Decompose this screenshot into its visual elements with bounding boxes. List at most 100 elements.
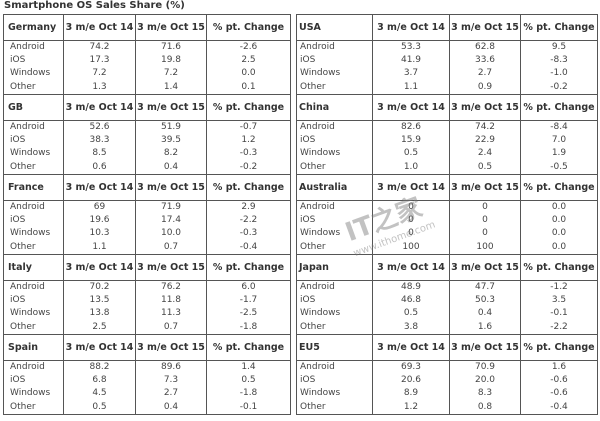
table-row: Other 1.1 0.9 -0.2 <box>297 80 597 94</box>
value-cell: 3.8 <box>373 320 450 334</box>
table-row: Other 1.1 0.7 -0.4 <box>4 240 290 254</box>
table-row: Windows 4.5 2.7 -1.8 <box>4 387 290 401</box>
table-row: Other 2.5 0.7 -1.8 <box>4 320 290 334</box>
value-cell: 0 <box>373 227 450 241</box>
region-block: Germany 3 m/e Oct 14 3 m/e Oct 15 % pt. Cha… <box>4 15 290 95</box>
os-name: Android <box>297 281 373 295</box>
value-cell: 0.5 <box>450 160 521 174</box>
region-name: GB <box>4 95 64 120</box>
column-header: 3 m/e Oct 15 <box>136 255 207 280</box>
region-name: France <box>4 175 64 200</box>
region-name: Japan <box>297 255 373 280</box>
value-cell: 74.2 <box>64 41 136 55</box>
header-row: Japan 3 m/e Oct 14 3 m/e Oct 15% pt. Chang… <box>297 255 597 281</box>
os-name: iOS <box>4 374 64 388</box>
os-name: Android <box>4 41 64 55</box>
value-cell: 47.7 <box>450 281 521 295</box>
value-cell: 0.0 <box>551 228 567 239</box>
value-cell: 7.0 <box>551 135 567 146</box>
column-header: % pt. Change <box>523 22 595 33</box>
os-name: Android <box>4 201 64 215</box>
column-header: 3 m/e Oct 15 <box>450 255 521 280</box>
table-row: Other 1.0 0.5 -0.5 <box>297 160 597 174</box>
header-row: France 3 m/e Oct 14 3 m/e Oct 15 % pt. Chan… <box>4 175 290 201</box>
os-name: Android <box>297 121 373 135</box>
value-cell: 69 <box>64 201 136 215</box>
value-cell: 74.2 <box>450 121 521 135</box>
value-cell: 6.0 <box>241 282 256 292</box>
table-row: Android 69.3 70.9 1.6 <box>297 361 597 375</box>
column-header: 3 m/e Oct 15 <box>450 95 521 120</box>
table-row: iOS 15.9 22.9 7.0 <box>297 134 597 148</box>
column-header: 3 m/e Oct 15 <box>450 175 521 200</box>
value-cell: 0 <box>373 201 450 215</box>
value-cell: -8.3 <box>550 55 568 66</box>
value-cell: 0.0 <box>551 241 567 252</box>
column-header: % pt. Change <box>523 342 595 353</box>
value-cell: 1.6 <box>450 320 521 334</box>
header-row: Italy 3 m/e Oct 14 3 m/e Oct 15 % pt. Chang… <box>4 255 290 281</box>
column-header: 3 m/e Oct 14 <box>373 15 450 40</box>
os-name: iOS <box>4 214 64 228</box>
value-cell: 8.3 <box>450 387 521 401</box>
value-cell: 53.3 <box>373 41 450 55</box>
value-cell: -2.2 <box>550 321 568 332</box>
table-row: Other 1.2 0.8 -0.4 <box>297 400 597 414</box>
os-name: Windows <box>297 227 373 241</box>
header-row: EU5 3 m/e Oct 14 3 m/e Oct 15% pt. Change <box>297 335 597 361</box>
column-header: 3 m/e Oct 14 <box>373 255 450 280</box>
os-name: iOS <box>4 134 64 148</box>
os-name: iOS <box>297 214 373 228</box>
column-header: % pt. Change <box>212 182 285 193</box>
value-cell: 3.7 <box>373 67 450 81</box>
column-header: 3 m/e Oct 14 <box>64 335 136 360</box>
value-cell: -1.7 <box>239 295 258 306</box>
value-cell: 0.4 <box>136 160 207 174</box>
value-cell: 8.9 <box>373 387 450 401</box>
column-header: 3 m/e Oct 14 <box>373 95 450 120</box>
value-cell: 17.4 <box>136 214 207 228</box>
value-cell: 1.3 <box>64 80 136 94</box>
value-cell: 2.5 <box>64 320 136 334</box>
column-header: 3 m/e Oct 14 <box>373 175 450 200</box>
value-cell: -0.6 <box>550 388 568 399</box>
value-cell: -0.2 <box>550 81 568 92</box>
table-row: iOS 6.8 7.3 0.5 <box>4 374 290 388</box>
os-name: Android <box>4 281 64 295</box>
value-cell: 13.8 <box>64 307 136 321</box>
value-cell: 11.3 <box>136 307 207 321</box>
table-row: iOS 41.9 33.6 -8.3 <box>297 54 597 68</box>
column-header: % pt. Change <box>212 22 285 33</box>
os-name: Windows <box>4 67 64 81</box>
value-cell: 1.2 <box>241 135 256 146</box>
table-row: iOS 0 0 0.0 <box>297 214 597 228</box>
header-row: Spain 3 m/e Oct 14 3 m/e Oct 15 % pt. Chang… <box>4 335 290 361</box>
table-row: iOS 20.6 20.0 -0.6 <box>297 374 597 388</box>
table-row: Android 88.2 89.6 1.4 <box>4 361 290 375</box>
header-row: Germany 3 m/e Oct 14 3 m/e Oct 15 % pt. Cha… <box>4 15 290 41</box>
value-cell: 2.5 <box>241 55 256 66</box>
value-cell: -0.3 <box>239 228 258 239</box>
column-header: % pt. Change <box>523 102 595 113</box>
column-header: 3 m/e Oct 14 <box>64 95 136 120</box>
right-table: USA 3 m/e Oct 14 3 m/e Oct 15% pt. Change A… <box>296 14 598 415</box>
value-cell: 82.6 <box>373 121 450 135</box>
value-cell: 10.3 <box>64 227 136 241</box>
value-cell: -0.5 <box>550 161 568 172</box>
column-header: 3 m/e Oct 15 <box>136 95 207 120</box>
region-block: Japan 3 m/e Oct 14 3 m/e Oct 15% pt. Chang… <box>297 255 597 335</box>
os-name: Other <box>297 80 373 94</box>
value-cell: 4.5 <box>64 387 136 401</box>
table-row: iOS 13.5 11.8 -1.7 <box>4 294 290 308</box>
value-cell: 71.9 <box>136 201 207 215</box>
column-header: % pt. Change <box>212 342 285 353</box>
os-name: Windows <box>4 227 64 241</box>
value-cell: 9.5 <box>551 42 567 52</box>
value-cell: -0.1 <box>550 308 568 319</box>
left-table: Germany 3 m/e Oct 14 3 m/e Oct 15% pt. Cha… <box>3 14 291 415</box>
os-name: iOS <box>4 294 64 308</box>
value-cell: 1.9 <box>551 148 567 159</box>
os-name: Other <box>4 400 64 414</box>
column-header: 3 m/e Oct 14 <box>373 335 450 360</box>
os-name: Windows <box>297 307 373 321</box>
